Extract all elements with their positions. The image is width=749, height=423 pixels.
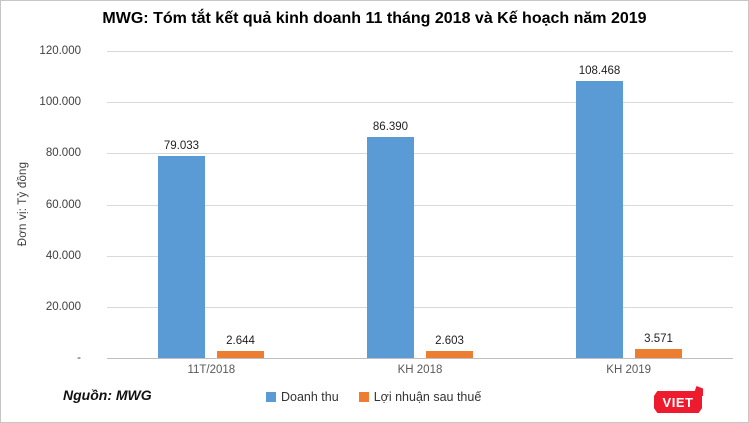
x-axis-category-label: KH 2019 [606, 364, 652, 376]
legend-label: Doanh thu [281, 390, 339, 404]
source-label: Nguồn: MWG [63, 387, 152, 403]
bar-value-label: 2.644 [226, 335, 255, 347]
y-axis-tick-label: 20.000 [45, 301, 81, 313]
gridline [107, 153, 733, 154]
gridline [107, 102, 733, 103]
y-axis-tick-label: 80.000 [45, 147, 81, 159]
x-axis-category-label: 11T/2018 [187, 364, 236, 376]
bar-value-label: 2.603 [435, 335, 464, 347]
viet-logo: VIET [654, 386, 708, 414]
bar-doanh-thu-11t-2018 [158, 156, 205, 358]
x-axis-category-label: KH 2018 [397, 364, 443, 376]
y-axis-tick-label: 120.000 [39, 45, 81, 57]
gridline [107, 205, 733, 206]
bar-value-label: 86.390 [372, 121, 409, 133]
legend-item-doanh-thu: Doanh thu [266, 390, 339, 404]
legend-swatch-loi-nhuan-sau-thue [358, 392, 369, 402]
y-axis-tick-label: - [77, 352, 81, 364]
legend: Doanh thu Lợi nhuận sau thuế [266, 390, 481, 404]
bar-value-label: 79.033 [163, 140, 200, 152]
legend-swatch-doanh-thu [266, 392, 276, 402]
gridline [107, 358, 733, 359]
legend-label: Lợi nhuận sau thuế [373, 390, 482, 404]
y-axis-tick-label: 40.000 [45, 250, 81, 262]
gridline [107, 256, 733, 257]
bar-doanh-thu-kh-2019 [576, 81, 623, 358]
bar-value-label: 3.571 [644, 333, 673, 345]
chart-title: MWG: Tóm tắt kết quả kinh doanh 11 tháng… [102, 10, 647, 27]
gridline [107, 51, 733, 52]
viet-logo-plate: VIET [654, 391, 702, 413]
viet-logo-text: VIET [662, 394, 694, 410]
bar-value-label: 108.468 [578, 65, 621, 77]
bar-loi-nhuan-sau-thue-kh-2019 [635, 349, 682, 358]
legend-item-loi-nhuan-sau-thue: Lợi nhuận sau thuế [358, 390, 482, 404]
y-axis-tick-label: 100.000 [39, 96, 81, 108]
bar-loi-nhuan-sau-thue-kh-2018 [426, 351, 473, 358]
y-axis-tick-label: 60.000 [45, 199, 81, 211]
bar-loi-nhuan-sau-thue-11t-2018 [217, 351, 264, 358]
plot-area: 79.033 2.644 86.390 2.603 108.468 3.571 [107, 51, 733, 359]
gridline [107, 307, 733, 308]
bar-doanh-thu-kh-2018 [367, 137, 414, 358]
